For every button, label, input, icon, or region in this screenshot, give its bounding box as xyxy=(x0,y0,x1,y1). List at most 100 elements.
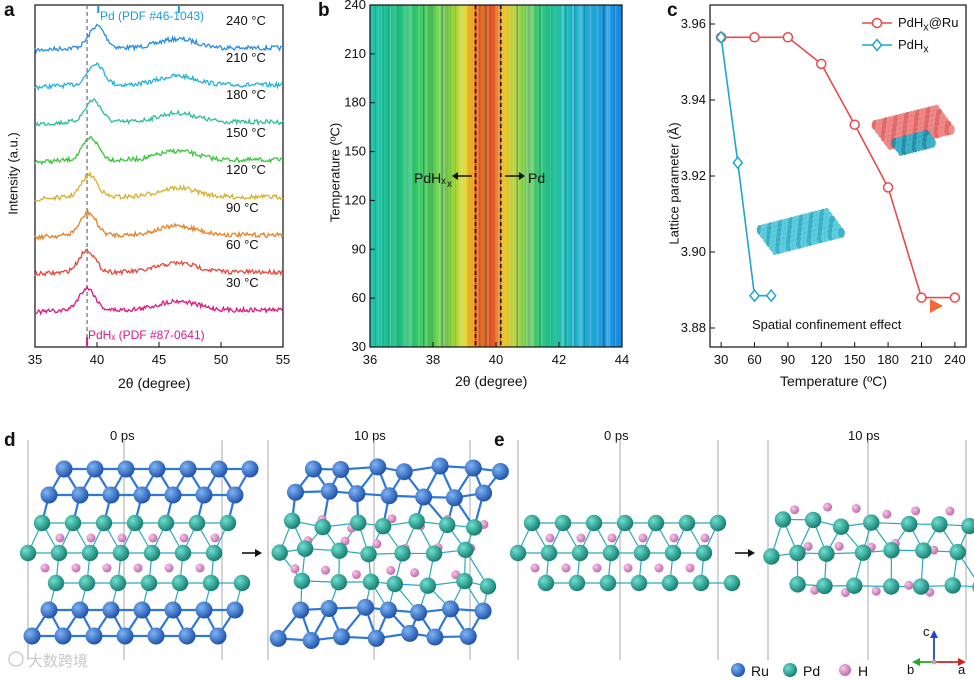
md-atom-ru xyxy=(401,624,419,642)
md-atom-ru xyxy=(133,486,151,504)
panel-b-subscript: x xyxy=(447,179,452,190)
md-atom-pd xyxy=(816,577,833,595)
md-atom-pd xyxy=(425,545,443,562)
md-atom-pd xyxy=(64,514,82,532)
md-atom-pd xyxy=(143,544,161,562)
md-atom-pd xyxy=(126,514,144,532)
panel-b-xtick-label: 36 xyxy=(363,352,377,367)
md-atom-pd xyxy=(846,577,863,594)
md-atom-pd xyxy=(439,516,456,534)
md-atom-pd xyxy=(883,578,900,595)
md-atom-pd xyxy=(832,518,850,535)
md-atom-ru xyxy=(320,600,338,618)
md-atom-h xyxy=(904,580,914,590)
md-atom-pd xyxy=(386,575,404,593)
panel-a-trace-label: 90 °C xyxy=(226,200,259,215)
axis-b-arrowhead xyxy=(912,658,920,666)
panel-c-series-line xyxy=(720,37,772,297)
md-atom-pd xyxy=(283,512,301,529)
panel-a-xlabel: 2θ (degree) xyxy=(118,375,191,391)
md-atom-pd xyxy=(271,544,288,561)
panel-c-xtick-label: 90 xyxy=(781,352,795,367)
md-atom-ru xyxy=(269,629,287,647)
watermark-logo-icon xyxy=(8,651,24,667)
md-atom-h xyxy=(945,506,955,516)
md-atom-ru xyxy=(226,486,244,504)
md-atom-h xyxy=(530,563,540,573)
md-atom-pd xyxy=(912,578,930,595)
md-atom-pd xyxy=(554,514,572,532)
md-atom-pd xyxy=(50,544,68,562)
panel-a-trace xyxy=(34,285,284,316)
panel-c-confinement-arrowhead xyxy=(930,299,943,313)
panel-a-trace-label: 240 °C xyxy=(226,13,266,28)
md-atom-pd xyxy=(19,544,37,562)
md-arrowhead-d xyxy=(255,549,262,557)
md-atom-pd xyxy=(314,518,331,536)
panel-a-trace-label: 180 °C xyxy=(226,87,266,102)
panel-a-xtick-label: 50 xyxy=(214,352,228,367)
panel-a-trace-label: 210 °C xyxy=(226,50,266,65)
md-atom-pd xyxy=(647,514,665,532)
md-atom-ru xyxy=(85,627,103,645)
md-atom-h xyxy=(164,563,174,573)
md-atom-ru xyxy=(415,488,433,506)
md-atom-pd xyxy=(695,544,713,562)
md-atom-h xyxy=(561,563,571,573)
md-atom-pd xyxy=(109,574,127,592)
md-atom-ru xyxy=(426,628,444,646)
panel-d-time-10: 10 ps xyxy=(354,428,386,443)
atom-legend-pd: Pd xyxy=(803,663,821,679)
panel-c-point-pdhx-ru xyxy=(849,119,860,130)
md-atom-h xyxy=(638,533,648,543)
panel-b-xtick-label: 40 xyxy=(489,352,503,367)
md-atom-pd xyxy=(374,517,392,535)
md-atom-ru xyxy=(474,602,492,620)
md-atom-ru xyxy=(164,601,182,619)
md-atom-pd xyxy=(949,543,966,561)
md-atom-pd xyxy=(901,515,918,533)
md-atom-pd xyxy=(157,514,175,532)
md-atom-ru xyxy=(86,460,104,478)
md-atom-ru xyxy=(286,483,304,501)
md-atom-pd xyxy=(360,546,377,563)
panel-b-ytick-label: 180 xyxy=(344,95,366,110)
panel-c-xlabel: Temperature (ºC) xyxy=(780,373,888,389)
panel-a-trace-label: 120 °C xyxy=(226,162,266,177)
md-atom-ru xyxy=(71,486,89,504)
panel-b-xtick-label: 42 xyxy=(552,352,566,367)
md-atom-h xyxy=(372,539,382,549)
panel-b-arrowhead-right xyxy=(519,172,525,180)
atom-legend-ru: Ru xyxy=(751,663,769,679)
axis-label-c: c xyxy=(923,624,930,639)
md-atom-pd xyxy=(540,544,558,562)
panel-c-xtick-label: 30 xyxy=(714,352,728,367)
panel-b-ytick-label: 210 xyxy=(344,46,366,61)
md-atom-pd xyxy=(789,576,806,593)
md-atom-h xyxy=(133,563,143,573)
panel-b-xtick-label: 38 xyxy=(426,352,440,367)
panel-c-xtick-label: 210 xyxy=(911,352,933,367)
md-atom-pd xyxy=(723,574,741,592)
md-atom-h xyxy=(210,533,220,543)
md-arrowhead-e xyxy=(748,549,755,557)
panel-c-ytick-label: 3.92 xyxy=(681,168,706,183)
md-atom-ru xyxy=(320,482,338,500)
md-atom-pd xyxy=(394,545,411,562)
md-atom-ru xyxy=(332,628,350,646)
md-atom-ru xyxy=(369,458,387,476)
md-atom-h xyxy=(102,563,112,573)
md-atom-pd xyxy=(174,544,192,562)
md-atom-h xyxy=(351,569,361,579)
md-atom-pd xyxy=(944,577,961,594)
md-atom-h xyxy=(40,563,50,573)
md-atom-ru xyxy=(395,463,413,481)
panel-c-pdhx-sheet-atom xyxy=(838,227,845,239)
axis-a-arrowhead xyxy=(958,658,966,666)
md-atom-pd xyxy=(818,545,835,562)
md-atom-pd xyxy=(509,544,527,562)
panel-d-label: d xyxy=(4,430,16,451)
panel-c-pdhx-ru-sheet-atom xyxy=(947,124,955,135)
md-atom-h xyxy=(410,568,420,578)
panel-c-annotation: Spatial confinement effect xyxy=(752,317,902,332)
